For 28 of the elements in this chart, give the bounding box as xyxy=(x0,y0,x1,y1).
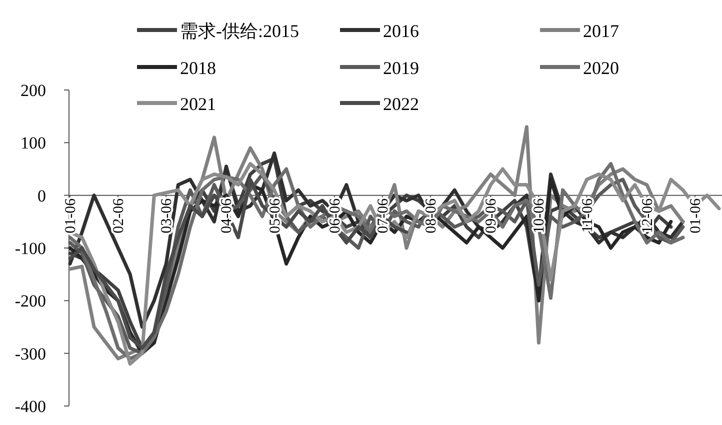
legend-label: 2020 xyxy=(583,58,619,78)
y-tick-label: 100 xyxy=(20,134,46,153)
x-tick-label: 06-06 xyxy=(327,198,344,234)
x-tick-label: 08-06 xyxy=(424,198,440,234)
y-tick-label: -200 xyxy=(14,292,46,311)
y-tick-label: -400 xyxy=(14,397,46,416)
legend-label: 2017 xyxy=(583,21,619,41)
x-tick-label: 12-06 xyxy=(640,198,656,234)
x-tick-label: 02-06 xyxy=(111,198,128,234)
y-tick-label: -100 xyxy=(14,239,46,258)
x-tick-label: 01-06 xyxy=(63,198,79,234)
legend-label: 需求-供给:2015 xyxy=(180,21,299,41)
x-tick-label: 05-06 xyxy=(267,198,284,234)
y-tick-label: 0 xyxy=(38,186,46,206)
x-tick-label: 11-06 xyxy=(580,198,596,233)
x-tick-label: 01-06 xyxy=(688,198,704,234)
legend-label: 2019 xyxy=(383,58,419,78)
x-tick-label: 10-06 xyxy=(532,198,548,234)
y-tick-label: 200 xyxy=(20,81,46,100)
x-tick-label: 04-06 xyxy=(219,198,236,234)
legend-label: 2018 xyxy=(180,58,216,78)
x-tick-label: 03-06 xyxy=(159,198,176,234)
y-tick-label: -300 xyxy=(14,344,46,364)
legend-label: 2021 xyxy=(180,94,216,114)
x-tick-label: 07-06 xyxy=(375,198,392,234)
legend-label: 2016 xyxy=(383,21,419,41)
legend-label: 2022 xyxy=(383,94,419,114)
x-tick-label: 09-06 xyxy=(484,198,500,234)
